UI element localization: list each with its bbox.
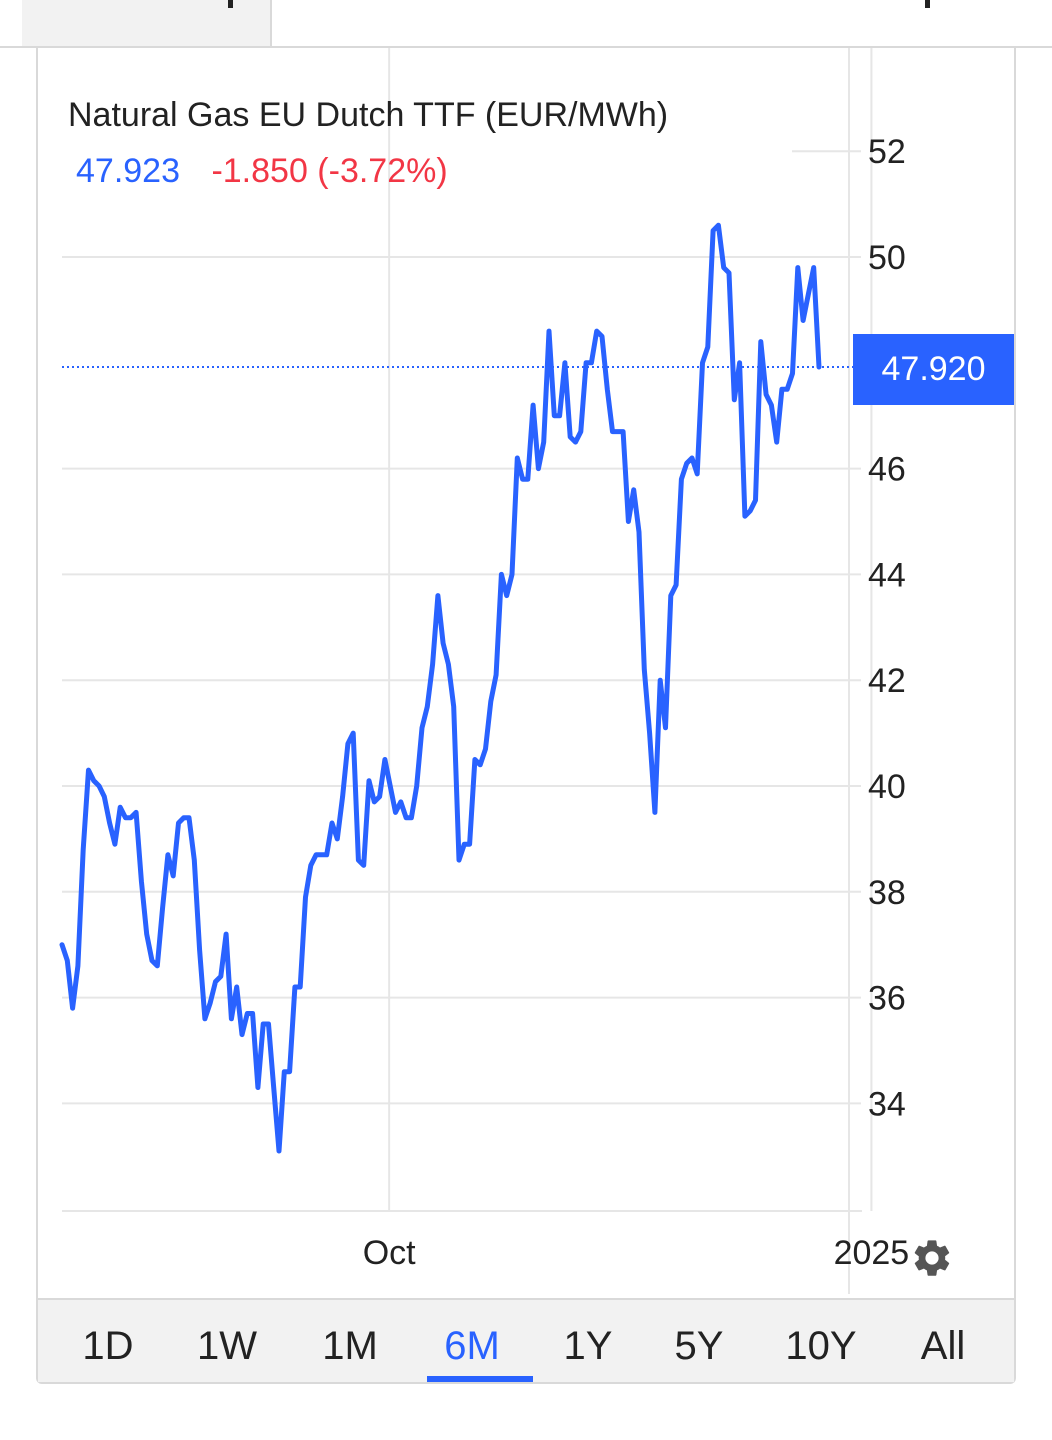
range-button-6m[interactable]: 6M xyxy=(444,1323,500,1368)
range-button-10y[interactable]: 10Y xyxy=(785,1323,857,1368)
price-change: -1.850 (-3.72%) xyxy=(211,152,448,190)
y-tick-label: 36 xyxy=(868,980,906,1018)
x-grid xyxy=(388,48,873,1211)
x-tick-label: 2025 xyxy=(834,1234,910,1272)
chart-title: Natural Gas EU Dutch TTF (EUR/MWh) xyxy=(68,96,669,134)
active-range-indicator xyxy=(427,1376,533,1382)
quote-row: 47.923 -1.850 (-3.72%) xyxy=(76,152,448,191)
grid xyxy=(62,150,861,1105)
range-button-all[interactable]: All xyxy=(920,1323,966,1368)
range-button-1w[interactable]: 1W xyxy=(197,1323,257,1368)
current-price: 47.923 xyxy=(76,152,180,190)
top-tab-strip xyxy=(0,0,1052,48)
range-button-5y[interactable]: 5Y xyxy=(674,1323,724,1368)
divider xyxy=(0,46,1052,48)
settings-button[interactable] xyxy=(908,1234,956,1282)
y-tick-label: 38 xyxy=(868,874,906,912)
y-tick-label: 52 xyxy=(868,133,906,171)
range-button-1d[interactable]: 1D xyxy=(82,1323,134,1368)
y-tick-label: 40 xyxy=(868,768,906,806)
x-axis: Oct 2025 xyxy=(363,1234,910,1272)
price-chart[interactable]: 52 50 46 44 42 40 38 36 34 Oct 2025 xyxy=(0,0,1052,1300)
x-tick-label: Oct xyxy=(363,1234,416,1272)
gear-icon xyxy=(914,1240,950,1276)
y-axis: 52 50 46 44 42 40 38 36 34 xyxy=(868,133,906,1123)
y-tick-label: 34 xyxy=(868,1085,906,1123)
range-button-1m[interactable]: 1M xyxy=(322,1323,378,1368)
y-tick-label: 42 xyxy=(868,662,906,700)
y-tick-label: 44 xyxy=(868,556,906,594)
cropped-text-fragment xyxy=(228,0,233,8)
chart-card xyxy=(36,48,1016,1384)
cropped-text-fragment xyxy=(925,0,930,8)
last-price-badge: 47.920 xyxy=(853,334,1014,405)
range-selector xyxy=(38,1298,1014,1382)
y-tick-label: 50 xyxy=(868,239,906,277)
range-button-1y[interactable]: 1Y xyxy=(563,1323,613,1368)
y-tick-label: 46 xyxy=(868,451,906,489)
price-line-series[interactable] xyxy=(59,222,822,1154)
